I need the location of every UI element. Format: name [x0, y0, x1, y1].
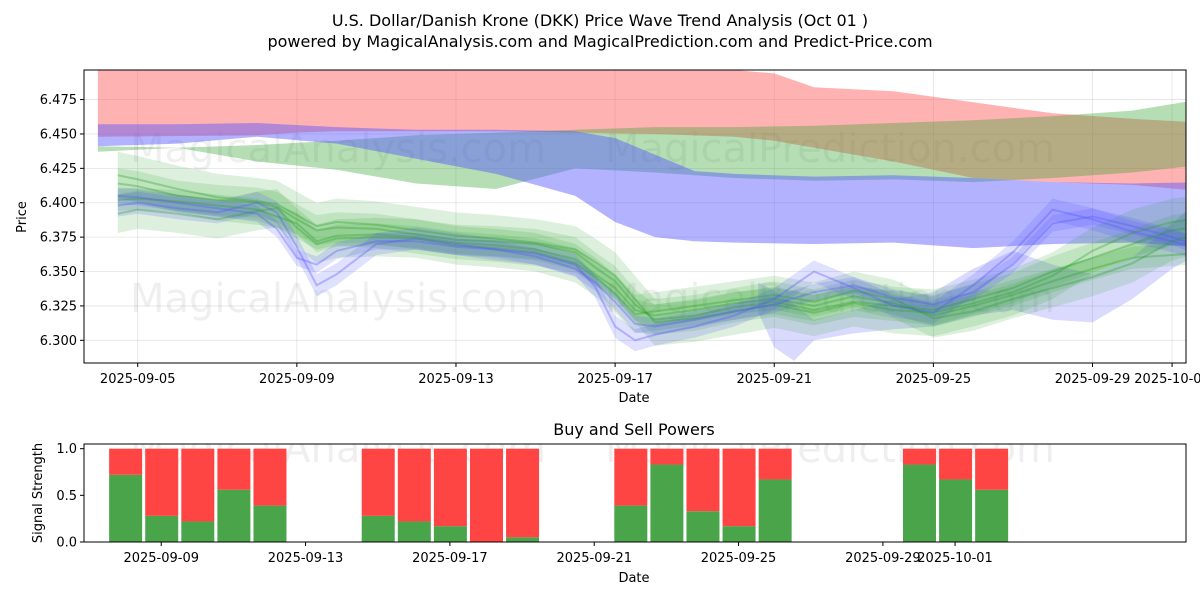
price-x-tick-label: 2025-10-01: [1134, 372, 1200, 387]
sell-bar: [145, 448, 179, 516]
price-bands: [97, 70, 1186, 249]
blue-wave-band: [117, 191, 1186, 352]
price-x-tick-label: 2025-09-25: [896, 372, 972, 387]
price-x-tick-label: 2025-09-21: [736, 372, 812, 387]
price-x-tick-label: 2025-09-09: [259, 372, 335, 387]
watermark-analysis-mid: MagicalAnalysis.com: [130, 276, 546, 322]
signal-x-tick-label: 2025-09-13: [268, 551, 344, 566]
price-x-axis-label: Date: [618, 391, 649, 406]
price-x-tick-label: 2025-09-17: [577, 372, 653, 387]
buy-bar: [217, 489, 251, 542]
signal-y-tick-label: 0.0: [56, 536, 77, 551]
blue-wave-band: [97, 123, 1186, 249]
price-y-tick-label: 6.300: [40, 334, 77, 349]
buy-bar: [758, 479, 792, 542]
signal-y-tick-label: 0.5: [56, 489, 77, 504]
signal-plot-frame: [83, 443, 1187, 543]
signal-x-tick-label: 2025-09-25: [701, 551, 777, 566]
price-y-tick-label: 6.375: [40, 231, 77, 246]
signal-y-tick-label: 1.0: [56, 442, 77, 457]
price-x-tick-label: 2025-09-29: [1055, 372, 1131, 387]
signal-x-axis: 2025-09-09 2025-09-13 2025-09-17 2025-09-21…: [123, 542, 993, 566]
sell-bar: [686, 448, 720, 512]
sell-bar: [975, 448, 1009, 490]
price-y-tick-label: 6.425: [40, 162, 77, 177]
blue-wave-line: [117, 201, 1186, 342]
buy-bar: [145, 515, 179, 542]
price-x-axis: 2025-09-05 2025-09-09 2025-09-13 2025-09-17…: [100, 363, 1200, 387]
buy-bar: [181, 521, 215, 542]
buy-bar: [902, 464, 936, 542]
price-plot-frame: [83, 69, 1187, 364]
signal-x-tick-label: 2025-09-09: [123, 551, 199, 566]
signal-y-axis-label: Signal Strength: [31, 443, 46, 543]
signal-x-tick-label: 2025-09-29: [845, 551, 921, 566]
sell-bar: [253, 448, 287, 506]
sell-bar: [939, 448, 973, 480]
signal-x-axis-label: Date: [618, 571, 649, 586]
green-wave-line: [117, 174, 1186, 324]
buy-bar: [253, 505, 287, 542]
buy-bar: [939, 479, 973, 542]
sell-bar: [614, 448, 648, 506]
price-y-tick-label: 6.475: [40, 93, 77, 108]
signal-bars: [109, 448, 1009, 542]
buy-bar: [722, 526, 756, 542]
sell-bar: [361, 448, 395, 516]
price-y-tick-label: 6.350: [40, 265, 77, 280]
sell-bar: [433, 448, 467, 527]
sell-bar: [506, 448, 540, 538]
chart-title-line2: powered by MagicalAnalysis.com and Magic…: [267, 32, 932, 51]
buy-bar: [506, 537, 540, 542]
red-wave-band: [97, 70, 1186, 190]
blue-wave-band: [117, 187, 1186, 335]
signal-x-tick-label: 2025-09-21: [556, 551, 632, 566]
green-wave-line: [117, 207, 1186, 320]
buy-bar: [433, 526, 467, 542]
blue-wave-line: [117, 194, 1186, 328]
buy-bar: [109, 474, 143, 542]
price-x-tick-label: 2025-09-05: [100, 372, 176, 387]
price-y-tick-label: 6.450: [40, 127, 77, 142]
green-wave-band: [117, 189, 1186, 338]
price-y-axis: 6.300 6.325 6.350 6.375 6.400 6.425 6.450 6.475: [40, 93, 84, 349]
blue-wave-shadow: [758, 211, 1186, 361]
signal-chart-title: Buy and Sell Powers: [553, 420, 715, 439]
buy-bar: [686, 511, 720, 542]
price-waves: [117, 151, 1186, 361]
price-chart: MagicalAnalysis.com MagicalPrediction.co…: [15, 69, 1200, 406]
sell-bar: [758, 448, 792, 480]
chart-title-line1: U.S. Dollar/Danish Krone (DKK) Price Wav…: [332, 11, 868, 30]
buy-bar: [975, 489, 1009, 542]
sell-bar: [722, 448, 756, 527]
green-wave-band: [117, 187, 1186, 327]
sell-bar: [902, 448, 936, 465]
green-wave-band: [117, 151, 1186, 346]
price-x-tick-label: 2025-09-13: [418, 372, 494, 387]
signal-chart: Buy and Sell Powers MagicalAnalysis.com …: [31, 420, 1187, 586]
buy-bar: [361, 515, 395, 542]
watermark-prediction-mid: MagicalPrediction.com: [605, 276, 1055, 322]
sell-bar: [109, 448, 143, 475]
sell-bar: [181, 448, 215, 522]
green-wave-line: [117, 182, 1186, 321]
signal-x-tick-label: 2025-10-01: [917, 551, 993, 566]
signal-x-tick-label: 2025-09-17: [412, 551, 488, 566]
green-wave-line: [117, 197, 1186, 317]
price-y-axis-label: Price: [15, 201, 30, 233]
sell-bar: [217, 448, 251, 490]
buy-bar: [397, 521, 431, 542]
sell-bar: [469, 448, 503, 542]
sell-bar: [650, 448, 684, 465]
price-y-tick-label: 6.400: [40, 196, 77, 211]
buy-bar: [650, 464, 684, 542]
sell-bar: [397, 448, 431, 522]
green-wave-band: [97, 101, 1186, 189]
price-y-tick-label: 6.325: [40, 299, 77, 314]
signal-y-axis: 0.0 0.5 1.0: [56, 442, 84, 551]
buy-bar: [614, 505, 648, 542]
